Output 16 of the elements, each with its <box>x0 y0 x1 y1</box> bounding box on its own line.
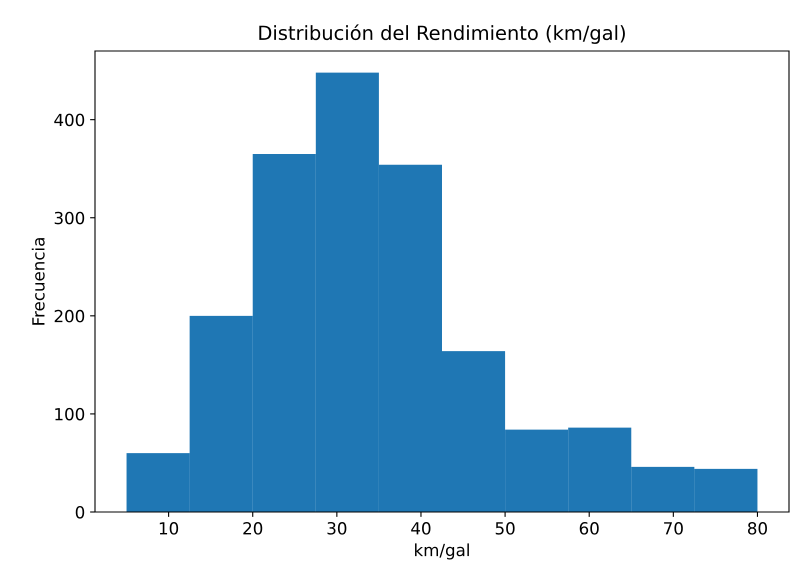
x-axis-title: km/gal <box>415 543 469 560</box>
x-tick-label: 60 <box>580 522 599 535</box>
x-tick-label: 80 <box>748 522 767 535</box>
x-tick-label: 20 <box>243 522 262 535</box>
y-tick-label: 300 <box>54 212 84 224</box>
x-tick-label: 70 <box>664 522 683 535</box>
x-tick-label: 40 <box>411 522 430 535</box>
x-tick-label: 10 <box>160 522 178 535</box>
x-tick-label: 30 <box>328 522 346 535</box>
x-tick-label: 50 <box>496 522 515 535</box>
y-axis-title: Frecuencia <box>32 238 45 325</box>
y-tick-label: 100 <box>55 408 84 420</box>
y-tick-label: 0 <box>76 506 84 519</box>
y-tick-label: 400 <box>54 114 84 126</box>
chart-title: Distribución del Rendimiento (km/gal) <box>259 24 625 44</box>
y-tick-label: 200 <box>54 310 84 322</box>
